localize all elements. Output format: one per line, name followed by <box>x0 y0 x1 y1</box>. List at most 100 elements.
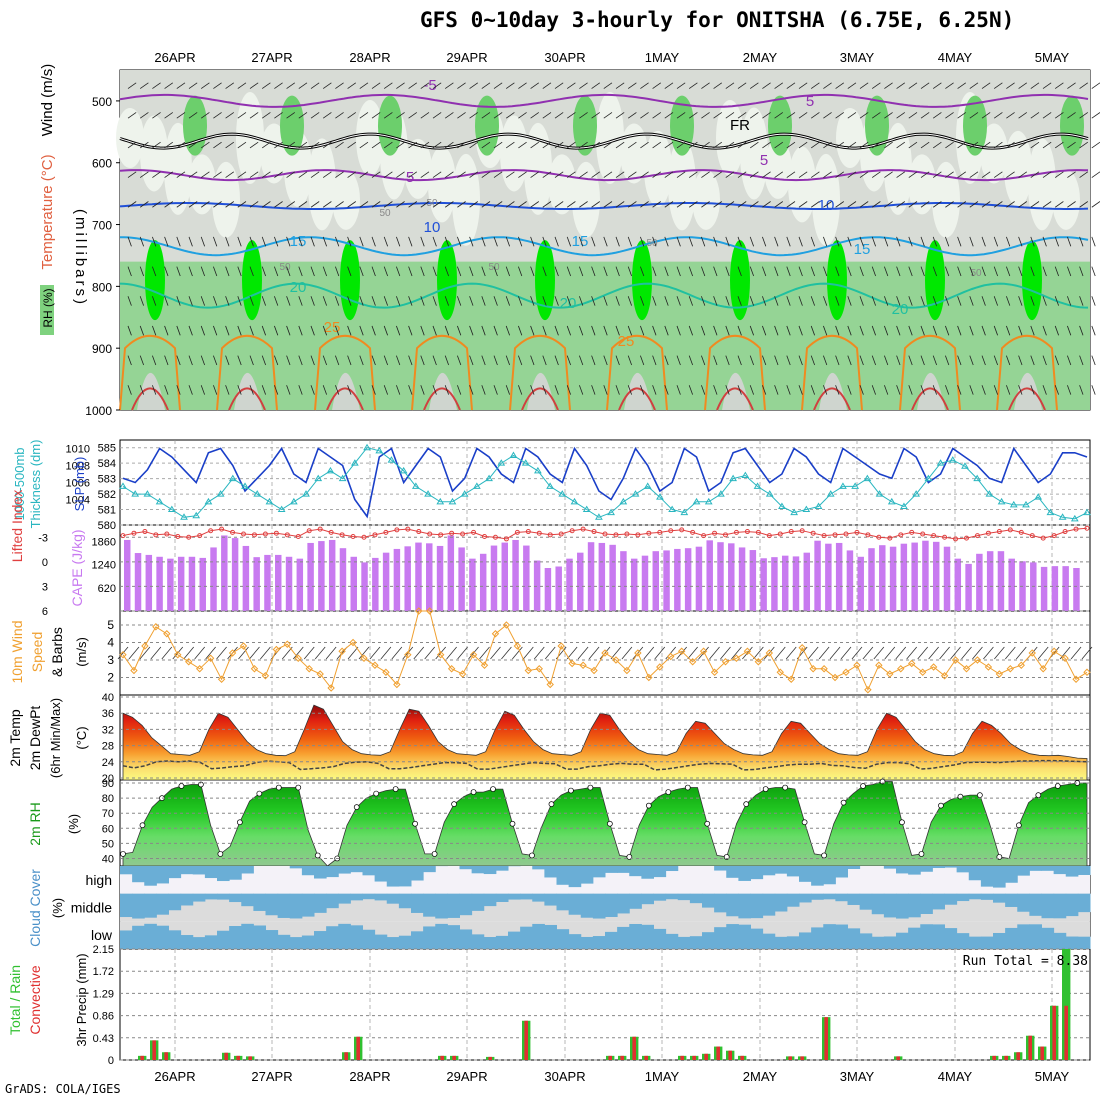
wind-barb <box>396 355 401 366</box>
cloud-bar-low <box>544 924 557 949</box>
wind-barb <box>298 325 303 336</box>
wind-barb <box>566 355 571 366</box>
wind-speed-marker <box>809 665 817 673</box>
cloud-bar-high <box>653 866 667 878</box>
wind-barb <box>725 266 730 277</box>
wind-barb <box>542 171 552 178</box>
cape-bar <box>684 548 692 611</box>
wind-barb <box>823 296 828 306</box>
wind-barb <box>1079 325 1084 336</box>
wind-barb <box>396 385 401 395</box>
cape-bar <box>361 562 368 611</box>
wind-speed-marker <box>535 665 543 673</box>
lifted-index-marker <box>405 526 411 532</box>
wind-barb <box>530 355 535 366</box>
cloud-bar-high <box>835 866 848 878</box>
cloud-bar-middle <box>277 893 291 918</box>
wind-barb <box>371 385 376 395</box>
wind-barb <box>742 646 753 660</box>
thickness-marker <box>180 513 188 520</box>
wind-barb <box>383 82 393 89</box>
rh-dry-plume <box>722 372 750 410</box>
wind-barb <box>847 112 857 119</box>
wind-speed-marker <box>601 649 609 657</box>
wind-barb <box>347 171 357 178</box>
lifted-index-marker <box>974 533 980 539</box>
wind-barb <box>640 171 649 178</box>
wind-barb <box>957 325 962 336</box>
wind-barb <box>627 82 637 89</box>
rh-marker <box>236 819 243 826</box>
wind-barb <box>369 646 381 660</box>
wind-barb <box>286 141 296 149</box>
cloud-bar-middle <box>629 893 642 909</box>
rh-tick: 70 <box>102 808 114 820</box>
thickness-tick: 582 <box>98 489 116 501</box>
rh-low-area <box>500 115 528 192</box>
wind-barb <box>591 385 596 395</box>
wind-barb <box>188 112 198 119</box>
wind-barb <box>493 82 503 89</box>
wind-barb <box>444 236 449 247</box>
cloud-bar-high <box>932 866 945 869</box>
wind-barb <box>676 82 686 89</box>
cape-bar <box>954 558 962 611</box>
wind-barb <box>615 355 620 366</box>
wind-barb <box>610 646 622 660</box>
wind-barb <box>859 171 869 178</box>
wind-barb <box>530 82 540 89</box>
cloud-bar-low <box>423 926 436 949</box>
wind-barb <box>335 112 344 119</box>
cloud-bar-low <box>144 923 157 949</box>
rh-low-area <box>548 154 576 215</box>
wind-barb <box>798 385 803 395</box>
wind-barb <box>237 325 242 336</box>
wind-barb <box>225 325 230 336</box>
cloud-bar-middle <box>883 893 897 918</box>
wind-barb <box>194 646 205 660</box>
wind-barb <box>322 82 332 89</box>
lifted-index-marker <box>964 535 969 541</box>
lifted-index-marker <box>701 533 707 539</box>
cloud-bar-low <box>702 932 715 949</box>
precip-convective-bar <box>896 1056 900 1060</box>
wind-barb <box>688 112 698 119</box>
rh-tick: 40 <box>102 853 114 865</box>
thickness-marker <box>704 497 713 505</box>
cloud-bar-low <box>968 936 982 949</box>
cloud-bar-low <box>750 928 764 949</box>
wind-speed-marker <box>995 670 1004 678</box>
wind-barb <box>1018 236 1023 247</box>
ylabel-rh: RH (%) <box>41 288 55 327</box>
wind-barb <box>713 171 723 178</box>
wind-barb <box>884 646 896 660</box>
wind-barb <box>847 266 852 277</box>
wind-barb <box>286 171 296 178</box>
wind-barb <box>335 266 340 277</box>
wind-barb <box>298 385 303 395</box>
ylabel-wind1: 10m Wind <box>9 620 25 683</box>
wind-barb <box>481 141 491 149</box>
wind-barb <box>481 236 486 247</box>
wind-barb <box>579 112 588 119</box>
wind-barb <box>176 325 181 336</box>
cape-bar <box>145 554 153 611</box>
thickness-marker <box>1034 493 1043 500</box>
wind-barb <box>128 646 140 660</box>
wind-barb <box>725 325 730 336</box>
thickness-marker <box>851 482 860 489</box>
wind-speed-marker <box>886 670 894 678</box>
thickness-marker <box>1070 514 1079 522</box>
wind-barb <box>139 355 144 366</box>
cloud-bar-middle <box>896 893 909 919</box>
rh-saturated-area <box>242 240 262 321</box>
wind-barb <box>591 141 601 149</box>
rh-saturated-area <box>145 240 165 321</box>
wind-barb <box>505 141 515 149</box>
slp-tick: 1010 <box>66 444 90 456</box>
cloud-bar-low <box>495 935 509 949</box>
wind-barb <box>383 201 393 208</box>
wind-barb <box>810 171 820 178</box>
wind-barb <box>310 355 315 366</box>
wind-barb <box>774 266 779 277</box>
